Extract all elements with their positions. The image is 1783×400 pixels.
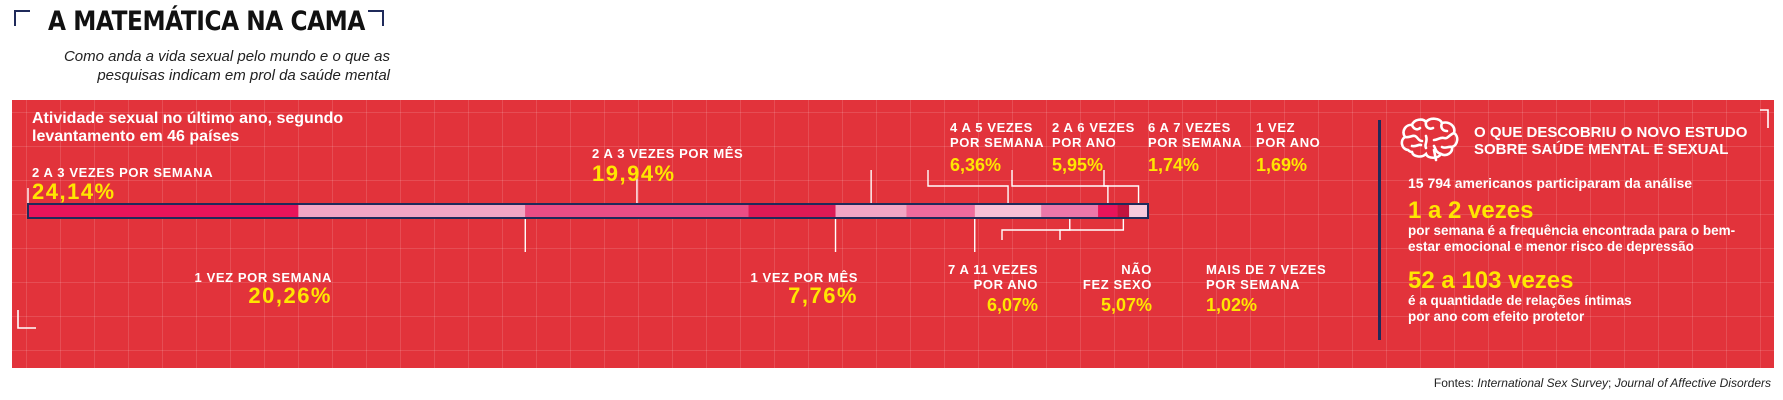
bar-segment-2 xyxy=(525,204,749,218)
label-nao-fez-sexo: NÃO FEZ SEXO xyxy=(1082,262,1152,292)
label-1-por-mes: 1 VEZ POR MÊS xyxy=(750,270,858,285)
highlight-weekly: 1 a 2 vezes xyxy=(1408,197,1534,224)
label-1-por-semana: 1 VEZ POR SEMANA xyxy=(194,270,332,285)
value-nao-fez-sexo: 5,07% xyxy=(1100,295,1152,315)
bar-segment-8 xyxy=(1098,204,1118,218)
bar-segment-9 xyxy=(1117,204,1130,218)
leader-line-6 xyxy=(927,170,1009,204)
study-title: O QUE DESCOBRIU O NOVO ESTUDO SOBRE SAÚD… xyxy=(1474,124,1748,158)
value-mais-7-por-semana: 1,02% xyxy=(1206,295,1258,315)
value-1-por-mes: 7,76% xyxy=(788,283,858,308)
value-1-por-ano: 1,69% xyxy=(1256,155,1308,175)
highlight-yearly: 52 a 103 vezes xyxy=(1408,267,1574,294)
title-corner-left xyxy=(14,10,30,26)
bar-segment-7 xyxy=(1041,204,1099,218)
highlight-yearly-desc: é a quantidade de relações íntimas por a… xyxy=(1408,293,1632,324)
bar-segment-1 xyxy=(298,204,526,218)
page-title: A MATEMÁTICA NA CAMA xyxy=(48,6,365,37)
bar-segment-10 xyxy=(1129,204,1148,218)
leader-line-8 xyxy=(1011,170,1109,204)
value-2-6-por-ano: 5,95% xyxy=(1052,155,1104,175)
bar-segment-4 xyxy=(835,204,907,218)
column-divider xyxy=(1378,120,1381,340)
sources-note: Fontes: International Sex Survey; Journa… xyxy=(1433,376,1771,390)
panel-corner-bottom-left xyxy=(17,310,36,329)
label-1-por-ano: 1 VEZ POR ANO xyxy=(1256,120,1321,150)
highlight-weekly-desc: por semana é a frequência encontrada par… xyxy=(1408,223,1736,254)
label-mais-7-por-semana: MAIS DE 7 VEZES POR SEMANA xyxy=(1206,262,1327,292)
value-7-11-por-ano: 6,07% xyxy=(986,295,1038,315)
stacked-bar-chart xyxy=(17,109,1769,329)
bar-segment-6 xyxy=(974,204,1042,218)
title-corner-right xyxy=(368,10,384,26)
leader-line-9 xyxy=(1059,218,1125,240)
value-1-por-semana: 20,26% xyxy=(248,283,332,308)
leader-line-10 xyxy=(1103,170,1140,204)
label-6-7-por-semana: 6 A 7 VEZES POR SEMANA xyxy=(1148,120,1243,150)
value-6-7-por-semana: 1,74% xyxy=(1148,155,1200,175)
participants-text: 15 794 americanos participaram da anális… xyxy=(1408,175,1693,191)
value-2-3-por-mes: 19,94% xyxy=(592,161,676,186)
bar-segment-0 xyxy=(28,204,299,218)
bar-outline xyxy=(27,203,1149,219)
label-4-5-por-semana: 4 A 5 VEZES POR SEMANA xyxy=(950,120,1045,150)
panel-corner-top-right xyxy=(1760,109,1769,128)
bar-segment-3 xyxy=(748,204,836,218)
chart-panel: Atividade sexual no último ano, segundo … xyxy=(12,100,1774,368)
value-4-5-por-semana: 6,36% xyxy=(950,155,1002,175)
bar-segment-5 xyxy=(906,204,975,218)
chart-title: Atividade sexual no último ano, segundo … xyxy=(32,110,344,145)
label-2-3-por-mes: 2 A 3 VEZES POR MÊS xyxy=(592,146,744,161)
page-subtitle: Como anda a vida sexual pelo mundo e o q… xyxy=(63,48,390,84)
label-2-6-por-ano: 2 A 6 VEZES POR ANO xyxy=(1052,120,1135,150)
value-2-3-por-semana: 24,14% xyxy=(32,179,116,204)
brain-icon xyxy=(1400,117,1459,162)
label-2-3-por-semana: 2 A 3 VEZES POR SEMANA xyxy=(32,165,214,180)
label-7-11-por-ano: 7 A 11 VEZES POR ANO xyxy=(947,262,1038,292)
leader-line-7 xyxy=(1001,218,1071,240)
